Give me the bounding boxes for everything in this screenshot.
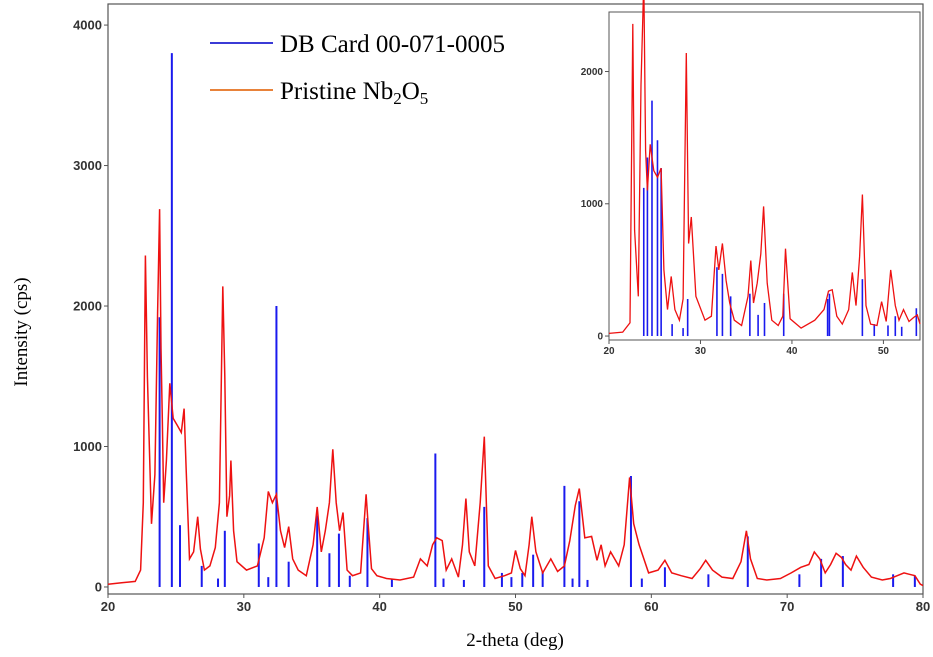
inset-plot-background bbox=[566, 10, 922, 343]
x-axis-label: 2-theta (deg) bbox=[466, 630, 564, 651]
y-tick-label: 1000 bbox=[581, 199, 604, 210]
inset-pristine-line bbox=[608, 0, 921, 335]
pristine-line bbox=[107, 209, 924, 587]
y-tick-label: 1000 bbox=[73, 439, 102, 454]
main-plot: 20 30 40 50 60 70 80 0 1000 2000 3000 4000 2-theta… bbox=[11, 3, 930, 651]
x-tick-label: 50 bbox=[878, 346, 890, 357]
x-tick-label: 30 bbox=[237, 599, 251, 614]
inset-x-axis-ticks: 20 30 40 50 bbox=[603, 340, 889, 357]
legend: DB Card 00-071-0005 Pristine Nb2O5 bbox=[210, 31, 505, 108]
y-tick-label: 2000 bbox=[581, 67, 604, 78]
x-tick-label: 30 bbox=[695, 346, 707, 357]
inset-db-card-sticks bbox=[642, 100, 918, 337]
x-tick-label: 50 bbox=[508, 599, 522, 614]
x-tick-label: 70 bbox=[780, 599, 794, 614]
x-tick-label: 40 bbox=[372, 599, 386, 614]
legend-label-pristine: Pristine Nb2O5 bbox=[280, 78, 428, 108]
y-tick-label: 3000 bbox=[73, 158, 102, 173]
y-tick-label: 0 bbox=[597, 331, 603, 342]
inset-plot-frame bbox=[608, 11, 921, 341]
y-axis-ticks: 0 1000 2000 3000 4000 bbox=[73, 17, 108, 594]
x-tick-label: 40 bbox=[786, 346, 798, 357]
x-tick-label: 20 bbox=[101, 599, 115, 614]
inset-plot: 20 30 40 50 0 1000 2000 bbox=[566, 0, 922, 357]
y-tick-label: 2000 bbox=[73, 298, 102, 313]
y-axis-label: Intensity (cps) bbox=[11, 277, 32, 386]
inset-y-axis-ticks: 0 1000 2000 bbox=[581, 67, 609, 342]
y-tick-label: 0 bbox=[95, 579, 102, 594]
db-card-sticks bbox=[158, 53, 916, 587]
x-axis-ticks: 20 30 40 50 60 70 80 bbox=[101, 594, 930, 614]
legend-label-db-card: DB Card 00-071-0005 bbox=[280, 31, 505, 58]
x-tick-label: 20 bbox=[603, 346, 615, 357]
x-tick-label: 60 bbox=[644, 599, 658, 614]
y-tick-label: 4000 bbox=[73, 17, 102, 32]
x-tick-label: 80 bbox=[916, 599, 930, 614]
